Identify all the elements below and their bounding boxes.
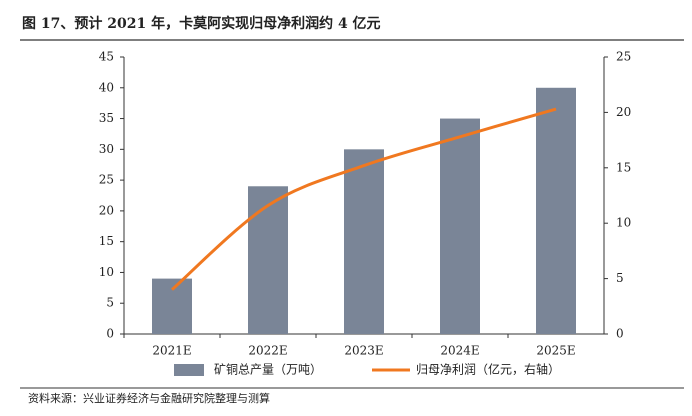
source-note: 资料来源：兴业证券经济与金融研究院整理与测算 (28, 391, 270, 405)
line (171, 107, 557, 291)
x-tick-label: 2024E (440, 344, 479, 358)
x-tick-label: 2021E (152, 344, 191, 358)
y-tick-label: 20 (99, 203, 114, 217)
bar (536, 87, 576, 335)
bar (152, 278, 192, 334)
y2-tick-label: 0 (616, 327, 624, 341)
chart-title: 图 17、预计 2021 年，卡莫阿实现归母净利润约 4 亿元 (22, 15, 381, 32)
y-tick-label: 10 (99, 265, 114, 279)
x-tick-label: 2025E (536, 344, 575, 358)
legend-label: 归母净利润（亿元，右轴） (416, 362, 560, 377)
y-tick-label: 35 (99, 111, 114, 125)
y2-tick-label: 20 (616, 105, 631, 119)
y2-tick-label: 25 (616, 50, 631, 64)
legend-swatch (174, 364, 204, 376)
bar (344, 149, 384, 334)
y-tick-label: 15 (99, 234, 114, 248)
y2-tick-label: 5 (616, 271, 624, 285)
y-tick-label: 40 (99, 80, 114, 94)
bar (440, 118, 480, 334)
y-tick-label: 5 (106, 296, 114, 310)
x-tick-label: 2023E (344, 344, 383, 358)
y-tick-label: 25 (99, 173, 114, 187)
y-tick-label: 30 (99, 142, 114, 156)
y2-tick-label: 10 (616, 216, 631, 230)
legend-label: 矿铜总产量（万吨） (214, 362, 322, 377)
x-tick-label: 2022E (248, 344, 287, 358)
y-tick-label: 0 (106, 327, 114, 341)
y2-tick-label: 15 (616, 160, 631, 174)
bar (248, 186, 288, 334)
y-tick-label: 45 (99, 50, 114, 64)
